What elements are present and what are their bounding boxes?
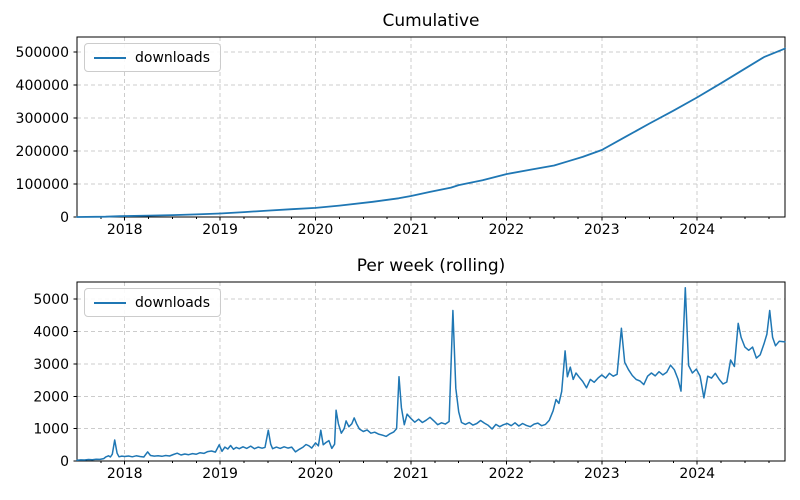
svg-text:100000: 100000 xyxy=(16,177,69,193)
tick-labels: 2018 2019 2020 2021 2022 2023 2024 0 1000 2000 300… xyxy=(33,292,715,482)
svg-text:2023: 2023 xyxy=(584,466,620,482)
axis-ticks xyxy=(73,298,770,465)
cumulative-legend: downloads xyxy=(84,43,221,72)
plot-border xyxy=(76,281,786,462)
svg-text:2024: 2024 xyxy=(679,222,715,238)
svg-text:2019: 2019 xyxy=(202,466,238,482)
svg-text:2022: 2022 xyxy=(489,222,525,238)
per-week-legend: downloads xyxy=(84,288,221,317)
svg-text:5000: 5000 xyxy=(33,292,69,308)
svg-text:3000: 3000 xyxy=(33,357,69,373)
downloads-line xyxy=(76,287,786,461)
svg-text:200000: 200000 xyxy=(16,144,69,160)
cumulative-chart-title: Cumulative xyxy=(382,11,480,31)
svg-text:500000: 500000 xyxy=(16,45,69,61)
per-week-plot: 2018 2019 2020 2021 2022 2023 2024 0 1000 2000 300… xyxy=(33,281,786,482)
svg-text:2021: 2021 xyxy=(393,466,429,482)
svg-text:2000: 2000 xyxy=(33,389,69,405)
svg-text:4000: 4000 xyxy=(33,325,69,341)
svg-text:2024: 2024 xyxy=(679,466,715,482)
svg-text:2018: 2018 xyxy=(107,222,143,238)
svg-text:0: 0 xyxy=(60,210,69,226)
cumulative-plot: 2018 2019 2020 2021 2022 2023 2024 0 100000 20000… xyxy=(16,36,786,238)
svg-text:1000: 1000 xyxy=(33,422,69,438)
legend-label: downloads xyxy=(135,49,210,66)
svg-text:2018: 2018 xyxy=(107,466,143,482)
svg-text:2020: 2020 xyxy=(298,466,334,482)
svg-text:2019: 2019 xyxy=(202,222,238,238)
svg-text:300000: 300000 xyxy=(16,111,69,127)
legend-line-sample xyxy=(94,301,126,304)
legend-line-sample xyxy=(94,56,126,59)
svg-text:400000: 400000 xyxy=(16,78,69,94)
svg-text:2021: 2021 xyxy=(393,222,429,238)
svg-text:2020: 2020 xyxy=(298,222,334,238)
svg-text:0: 0 xyxy=(60,454,69,470)
tick-labels: 2018 2019 2020 2021 2022 2023 2024 0 100000 20000… xyxy=(16,45,716,238)
downloads-line xyxy=(76,47,786,218)
svg-text:2023: 2023 xyxy=(584,222,620,238)
legend-label: downloads xyxy=(135,294,210,311)
plot-border xyxy=(76,36,786,218)
per-week-chart-title: Per week (rolling) xyxy=(356,256,506,276)
axis-ticks xyxy=(73,51,770,221)
svg-text:2022: 2022 xyxy=(489,466,525,482)
